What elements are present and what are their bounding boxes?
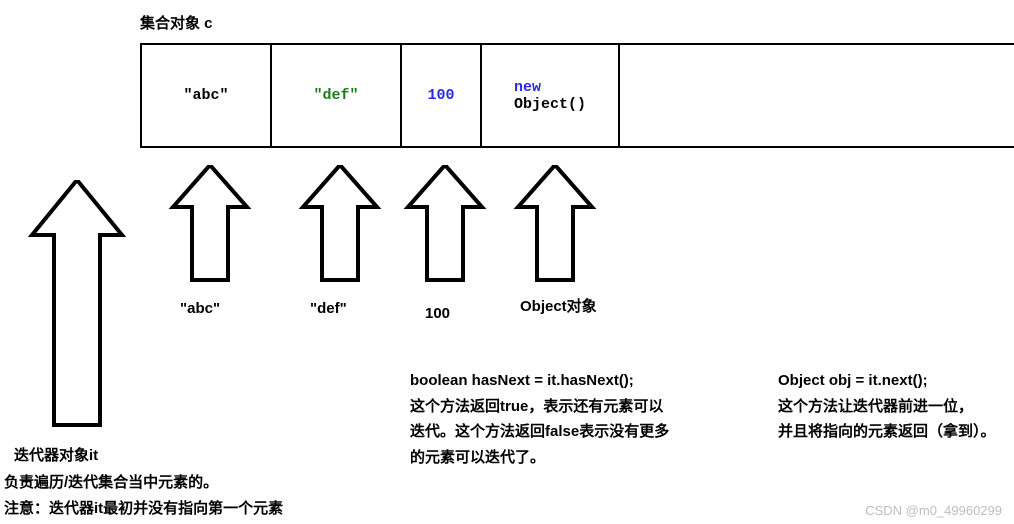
element-label-2: 100 bbox=[425, 305, 450, 322]
watermark: CSDN @m0_49960299 bbox=[865, 503, 1002, 518]
next-desc-1: 这个方法让迭代器前进一位， bbox=[778, 394, 1008, 420]
hasnext-block: boolean hasNext = it.hasNext(); 这个方法返回tr… bbox=[410, 368, 700, 470]
collection-cell-0: "abc" bbox=[140, 43, 270, 148]
cell-3-object: Object() bbox=[514, 96, 586, 113]
collection-cell-2: 100 bbox=[400, 43, 480, 148]
iterator-desc-line1: 负责遍历/迭代集合当中元素的。 bbox=[4, 470, 218, 496]
element-arrow-3 bbox=[510, 165, 600, 285]
iterator-object-label: 迭代器对象it bbox=[14, 444, 98, 465]
element-arrow-1 bbox=[295, 165, 385, 285]
element-arrow-0 bbox=[165, 165, 255, 285]
hasnext-desc-1: 这个方法返回true，表示还有元素可以 bbox=[410, 394, 700, 420]
cell-1-text: "def" bbox=[313, 87, 358, 104]
hasnext-desc-2: 迭代。这个方法返回false表示没有更多 bbox=[410, 419, 700, 445]
hasnext-desc-3: 的元素可以迭代了。 bbox=[410, 445, 700, 471]
collection-tail-bar bbox=[620, 43, 1014, 148]
cell-0-text: "abc" bbox=[183, 87, 228, 104]
collection-title: 集合对象 c bbox=[140, 12, 213, 33]
element-label-0: "abc" bbox=[180, 300, 220, 317]
collection-cell-3: new Object() bbox=[480, 43, 620, 148]
iterator-desc-line2: 注意：迭代器it最初并没有指向第一个元素 bbox=[4, 496, 283, 522]
element-label-1: "def" bbox=[310, 300, 347, 317]
cell-3-keyword: new bbox=[514, 79, 541, 96]
next-block: Object obj = it.next(); 这个方法让迭代器前进一位， 并且… bbox=[778, 368, 1008, 445]
cell-3-content: new Object() bbox=[514, 79, 586, 113]
cell-2-text: 100 bbox=[427, 87, 454, 104]
next-code: Object obj = it.next(); bbox=[778, 368, 1008, 394]
collection-cell-1: "def" bbox=[270, 43, 400, 148]
next-desc-2: 并且将指向的元素返回（拿到）。 bbox=[778, 419, 1008, 445]
iterator-arrow-large bbox=[22, 180, 132, 430]
hasnext-code: boolean hasNext = it.hasNext(); bbox=[410, 368, 700, 394]
element-arrow-2 bbox=[400, 165, 490, 285]
element-label-3: Object对象 bbox=[520, 295, 597, 316]
